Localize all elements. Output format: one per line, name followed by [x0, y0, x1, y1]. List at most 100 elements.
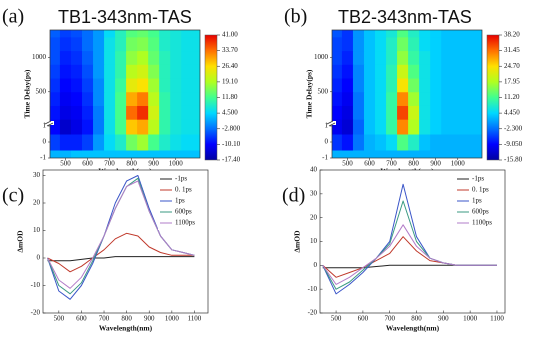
heatmap-cell: [332, 105, 343, 120]
colorbar-tick-label: 38.20: [504, 31, 520, 39]
colorbar-tick-label: 33.70: [222, 46, 238, 54]
x-tick-label: 700: [384, 315, 395, 323]
heatmap-cell: [441, 78, 453, 93]
heatmap-cell: [115, 30, 127, 38]
heatmap-cell: [59, 30, 72, 38]
heatmap-cell: [181, 134, 193, 151]
heatmap-cell: [397, 50, 409, 65]
heatmap-cell: [159, 91, 171, 106]
panel-label: (d): [282, 185, 305, 207]
heatmap-cell: [181, 105, 193, 120]
y-tick-label: 10: [33, 226, 41, 234]
heatmap-cell: [126, 91, 138, 106]
heatmap-cell: [50, 30, 61, 38]
heatmap-cell: [408, 78, 420, 93]
y-axis-label: Time Delay(ps): [305, 69, 314, 118]
heatmap-cell: [159, 78, 171, 93]
heatmap-cell: [115, 150, 127, 158]
heatmap-cell: [170, 105, 182, 120]
heatmap-cell: [137, 91, 149, 106]
colorbar-tick-label: -2.800: [222, 124, 241, 132]
heatmap-cell: [386, 134, 398, 151]
heatmap-cell: [126, 30, 138, 38]
heatmap-cell: [192, 91, 200, 106]
heatmap-cell: [81, 91, 94, 106]
heatmap-cell: [363, 30, 376, 38]
heatmap-cell: [452, 64, 464, 79]
heatmap-cell: [104, 105, 116, 120]
heatmap-cell: [441, 30, 453, 38]
heatmap-cell: [104, 36, 116, 52]
x-axis-label: Wavelength(nm): [386, 324, 440, 333]
heatmap-cell: [463, 119, 475, 135]
heatmap-cell: [363, 134, 376, 151]
heatmap-cell: [59, 91, 72, 106]
x-tick-label: 1000: [169, 160, 184, 168]
x-tick-label: 800: [121, 315, 132, 323]
heatmap-cell: [81, 119, 94, 135]
x-tick-label: 600: [82, 160, 93, 168]
legend-label: 1100ps: [472, 219, 492, 227]
y-tick-label: 0: [37, 254, 41, 262]
heatmap-cell: [70, 105, 83, 120]
heatmap-cell: [474, 36, 482, 52]
heatmap-cell: [104, 91, 116, 106]
heatmap-cell: [397, 150, 409, 158]
y-tick-label: 30: [310, 189, 318, 197]
legend-label: 0. 1ps: [175, 186, 192, 194]
heatmap-cell: [93, 150, 105, 158]
heatmap-cell: [70, 150, 83, 158]
heatmap-cell: [93, 50, 105, 65]
heatmap-cell: [137, 134, 149, 151]
heatmap-cell: [419, 30, 431, 38]
heatmap-cell: [81, 78, 94, 93]
colorbar-tick-label: 19.10: [222, 77, 238, 85]
y-tick-label: 0: [325, 138, 329, 146]
heatmap-cell: [170, 50, 182, 65]
heatmap-cell: [50, 36, 61, 52]
heatmap-cell: [332, 134, 343, 151]
heatmap-cell: [332, 119, 343, 135]
heatmap-cell: [430, 91, 442, 106]
heatmap-cell: [104, 64, 116, 79]
heatmap-cell: [126, 134, 138, 151]
heatmap-cell: [332, 91, 343, 106]
heatmap-cell: [81, 64, 94, 79]
colorbar-tick-label: -9.050: [504, 140, 523, 148]
heatmap-cell: [375, 50, 387, 65]
heatmap-cell: [441, 105, 453, 120]
heatmap-cell: [104, 50, 116, 65]
heatmap-cell: [386, 30, 398, 38]
heatmap-cell: [363, 36, 376, 52]
heatmap-cell: [115, 134, 127, 151]
heatmap-cell: [452, 134, 464, 151]
colorbar-tick-label: -15.80: [504, 156, 523, 164]
heatmap-cell: [93, 30, 105, 38]
heatmap-cell: [50, 50, 61, 65]
heatmap-cell: [93, 134, 105, 151]
heatmap-cell: [50, 134, 61, 151]
heatmap-cell: [419, 36, 431, 52]
heatmap-cell: [386, 105, 398, 120]
heatmap-cell: [115, 64, 127, 79]
heatmap-cell: [452, 36, 464, 52]
heatmap-cell: [59, 36, 72, 52]
heatmap-cell: [70, 78, 83, 93]
heatmap-cells: [332, 30, 482, 158]
heatmap-cell: [386, 91, 398, 106]
heatmap-cell: [430, 150, 442, 158]
heatmap-cell: [181, 50, 193, 65]
y-tick-label: -1: [322, 154, 328, 162]
x-tick-label: 900: [430, 160, 441, 168]
heatmap-cell: [137, 50, 149, 65]
colorbar-tick-label: 24.70: [504, 62, 520, 70]
heatmap-cell: [170, 91, 182, 106]
heatmap-cell: [137, 36, 149, 52]
heatmap-cell: [332, 78, 343, 93]
heatmap-cell: [375, 150, 387, 158]
heatmap-cell: [159, 50, 171, 65]
heatmap-cell: [59, 105, 72, 120]
heatmap-cell: [181, 119, 193, 135]
heatmap-cell: [452, 50, 464, 65]
